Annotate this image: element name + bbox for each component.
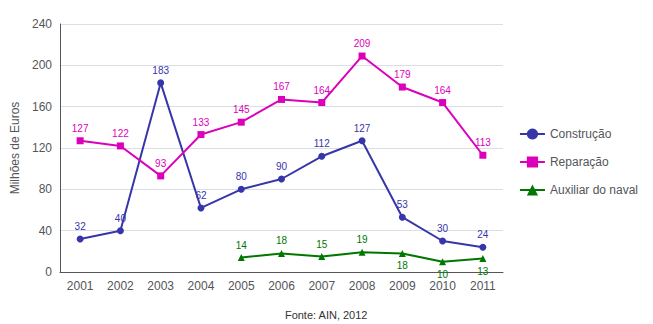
- svg-text:200: 200: [32, 58, 52, 72]
- svg-text:80: 80: [236, 171, 248, 182]
- svg-text:Reparação: Reparação: [550, 155, 609, 169]
- svg-text:167: 167: [273, 81, 290, 92]
- svg-text:32: 32: [75, 221, 87, 232]
- svg-text:10: 10: [437, 269, 449, 280]
- svg-text:2008: 2008: [349, 279, 376, 293]
- svg-text:113: 113: [475, 137, 491, 148]
- svg-text:2011: 2011: [470, 279, 496, 293]
- svg-text:24: 24: [477, 229, 489, 240]
- svg-text:40: 40: [39, 224, 53, 238]
- svg-text:240: 240: [32, 17, 52, 31]
- svg-text:14: 14: [236, 240, 248, 251]
- svg-text:2007: 2007: [308, 279, 335, 293]
- svg-text:2006: 2006: [268, 279, 295, 293]
- svg-text:93: 93: [155, 158, 167, 169]
- svg-text:40: 40: [115, 213, 127, 224]
- svg-text:30: 30: [437, 223, 449, 234]
- svg-text:164: 164: [313, 85, 330, 96]
- svg-text:Auxiliar do naval: Auxiliar do naval: [550, 183, 638, 197]
- svg-text:2002: 2002: [107, 279, 134, 293]
- svg-text:2001: 2001: [67, 279, 94, 293]
- svg-text:179: 179: [394, 69, 411, 80]
- svg-text:120: 120: [32, 141, 52, 155]
- svg-text:90: 90: [276, 161, 288, 172]
- svg-text:160: 160: [32, 100, 52, 114]
- svg-text:133: 133: [193, 117, 210, 128]
- svg-text:15: 15: [316, 239, 328, 250]
- svg-text:2004: 2004: [188, 279, 215, 293]
- svg-text:127: 127: [354, 123, 371, 134]
- svg-text:2003: 2003: [147, 279, 174, 293]
- svg-text:Fonte: AIN, 2012: Fonte: AIN, 2012: [285, 309, 368, 321]
- svg-text:2005: 2005: [228, 279, 255, 293]
- svg-text:18: 18: [397, 260, 409, 271]
- svg-text:122: 122: [112, 128, 129, 139]
- svg-text:Milhões de Euros: Milhões de Euros: [8, 102, 22, 195]
- svg-text:62: 62: [195, 190, 207, 201]
- svg-text:19: 19: [356, 234, 368, 245]
- svg-text:183: 183: [152, 65, 169, 76]
- svg-text:53: 53: [397, 199, 409, 210]
- svg-text:145: 145: [233, 104, 250, 115]
- svg-text:13: 13: [477, 266, 489, 277]
- svg-text:2010: 2010: [429, 279, 456, 293]
- svg-text:18: 18: [276, 235, 288, 246]
- svg-text:0: 0: [45, 265, 52, 279]
- svg-text:80: 80: [39, 182, 53, 196]
- svg-text:209: 209: [354, 38, 371, 49]
- svg-text:127: 127: [72, 123, 89, 134]
- svg-text:164: 164: [434, 85, 451, 96]
- svg-text:112: 112: [314, 138, 330, 149]
- svg-text:Construção: Construção: [550, 127, 612, 141]
- svg-text:2009: 2009: [389, 279, 416, 293]
